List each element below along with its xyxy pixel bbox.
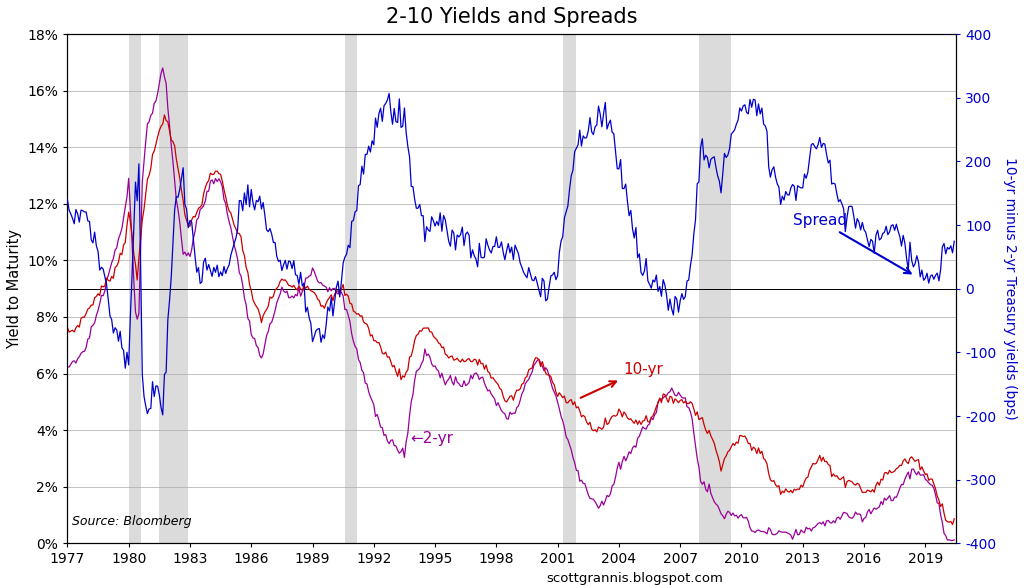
Bar (345, 34, 357, 543)
Y-axis label: Yield to Maturity: Yield to Maturity (7, 229, 22, 349)
Text: ←2-yr: ←2-yr (411, 431, 454, 446)
Y-axis label: 10-yr minus 2-yr Treasury yields (bps): 10-yr minus 2-yr Treasury yields (bps) (1004, 157, 1017, 420)
Text: 10-yr: 10-yr (581, 362, 663, 398)
Bar (563, 34, 577, 543)
Bar (129, 34, 140, 543)
Text: Source: Bloomberg: Source: Bloomberg (72, 515, 191, 528)
Title: 2-10 Yields and Spreads: 2-10 Yields and Spreads (386, 7, 637, 27)
Text: Spread: Spread (793, 213, 910, 273)
Bar (160, 34, 188, 543)
Bar (698, 34, 731, 543)
Text: scottgrannis.blogspot.com: scottgrannis.blogspot.com (547, 572, 723, 585)
